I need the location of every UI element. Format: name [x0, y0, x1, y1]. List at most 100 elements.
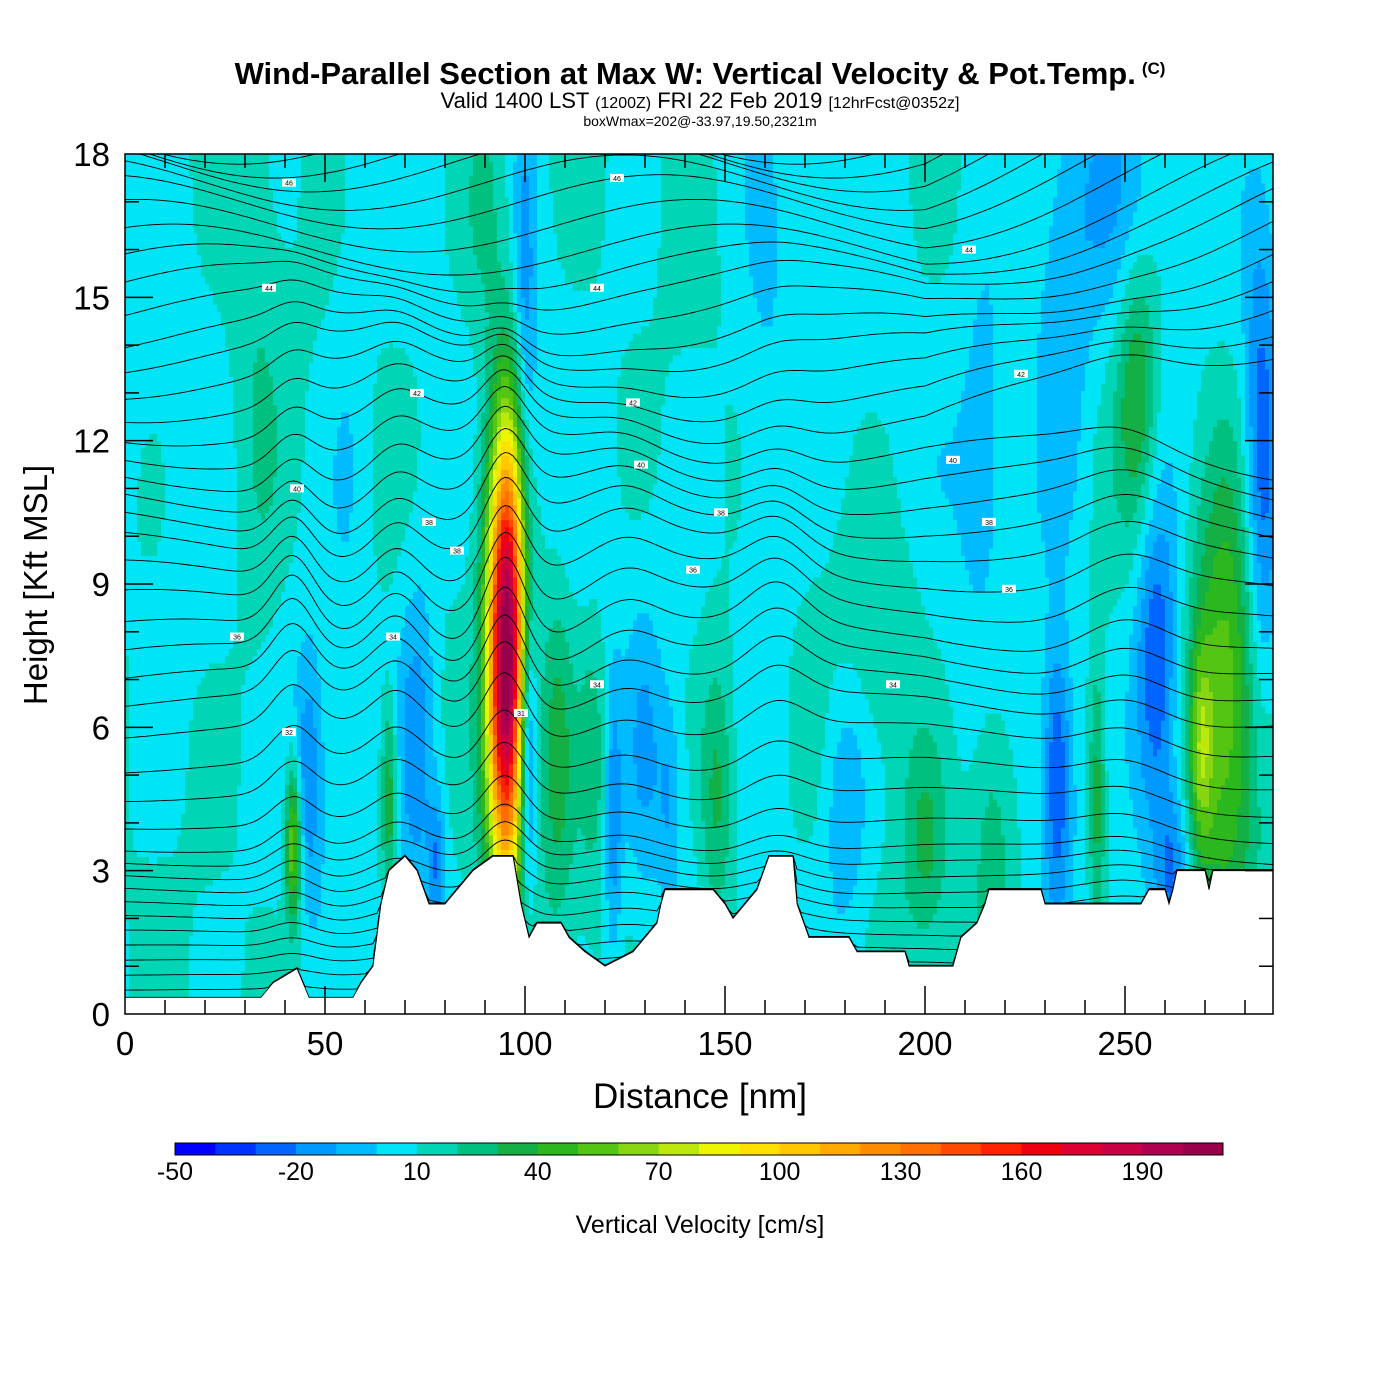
w-cell — [945, 440, 950, 499]
w-cell — [1257, 619, 1262, 678]
w-cell — [505, 426, 510, 442]
w-cell — [369, 154, 374, 1014]
y-tick-label: 0 — [92, 996, 110, 1033]
w-cell — [1265, 154, 1270, 205]
w-cell — [1205, 526, 1210, 592]
w-cell — [349, 433, 354, 513]
w-cell — [305, 390, 310, 635]
w-cell — [1221, 784, 1226, 872]
w-cell — [621, 354, 626, 506]
w-cell — [449, 605, 454, 829]
w-cell — [861, 827, 866, 951]
w-cell — [1249, 168, 1254, 320]
w-cell — [981, 154, 986, 291]
w-cell — [261, 347, 266, 521]
w-cell — [685, 748, 690, 1014]
w-cell — [877, 419, 882, 743]
w-cell — [501, 354, 506, 377]
w-cell — [1089, 154, 1094, 162]
y-tick-label: 3 — [92, 853, 110, 890]
w-cell — [745, 240, 750, 1014]
w-cell — [1145, 254, 1150, 306]
w-cell — [881, 154, 886, 427]
w-cell — [713, 347, 718, 578]
colorbar-swatch — [416, 1143, 458, 1155]
w-cell — [1045, 576, 1050, 614]
w-cell — [429, 806, 434, 900]
w-cell — [1113, 283, 1118, 327]
w-cell — [985, 576, 990, 714]
w-cell — [1121, 297, 1126, 334]
contour-label-bg — [626, 398, 640, 407]
w-cell — [673, 354, 678, 736]
w-cell — [501, 275, 506, 327]
w-cell — [957, 154, 962, 191]
w-cell — [1141, 340, 1146, 442]
w-cell — [513, 369, 518, 392]
w-cell — [309, 856, 314, 929]
w-cell — [1253, 519, 1258, 585]
w-cell — [1261, 519, 1266, 585]
w-cell — [513, 598, 518, 700]
w-cell — [425, 799, 430, 850]
w-cell — [505, 770, 510, 786]
w-cell — [1101, 763, 1106, 857]
w-cell — [1041, 290, 1046, 542]
w-cell — [1213, 347, 1218, 427]
w-cell — [525, 383, 530, 420]
w-cell — [301, 777, 306, 836]
w-cell — [1229, 648, 1234, 750]
w-cell — [561, 562, 566, 628]
w-cell — [433, 154, 438, 757]
colorbar-swatch — [497, 1143, 539, 1155]
w-cell — [645, 684, 650, 807]
w-cell — [1269, 154, 1273, 234]
w-cell — [1105, 770, 1110, 1014]
w-cell — [1249, 154, 1254, 169]
w-cell — [401, 154, 406, 349]
w-cell — [1153, 584, 1158, 757]
w-cell — [1133, 476, 1138, 513]
w-cell — [1137, 576, 1142, 642]
w-cell — [841, 727, 846, 915]
w-cell — [733, 412, 738, 542]
w-cell — [493, 820, 498, 836]
colorbar-swatch — [1102, 1143, 1143, 1155]
w-cell — [153, 433, 158, 556]
w-cell — [529, 512, 534, 621]
w-cell — [853, 670, 858, 736]
w-cell — [953, 154, 958, 234]
w-cell — [1205, 756, 1210, 807]
w-cell — [1041, 154, 1046, 291]
w-cell — [1225, 541, 1230, 621]
w-cell — [1153, 498, 1158, 542]
w-cell — [217, 311, 222, 664]
w-cell — [1201, 476, 1206, 556]
w-cell — [1037, 512, 1042, 1014]
contour-label-bg — [230, 632, 244, 641]
w-cell — [1061, 677, 1066, 743]
w-cell — [1101, 311, 1106, 384]
w-cell — [1221, 541, 1226, 621]
w-cell — [505, 541, 510, 556]
w-cell — [397, 347, 402, 556]
chart-title: Wind-Parallel Section at Max W: Vertical… — [0, 50, 1400, 93]
w-cell — [245, 920, 250, 1014]
potential-temperature-contours — [125, 154, 1273, 991]
w-cell — [753, 297, 758, 1014]
w-cell — [589, 290, 594, 599]
w-cell — [617, 476, 622, 650]
w-cell — [581, 290, 586, 607]
w-cell — [973, 154, 978, 320]
w-cell — [513, 426, 518, 442]
w-cell — [573, 154, 578, 291]
w-cell — [461, 318, 466, 585]
w-cell — [501, 834, 506, 850]
w-cell — [541, 533, 546, 678]
w-cell — [501, 376, 506, 399]
w-cell — [945, 498, 950, 685]
w-cell — [517, 541, 522, 571]
theta-contour — [125, 354, 1273, 447]
w-cell — [289, 154, 294, 248]
w-cell — [685, 347, 690, 678]
